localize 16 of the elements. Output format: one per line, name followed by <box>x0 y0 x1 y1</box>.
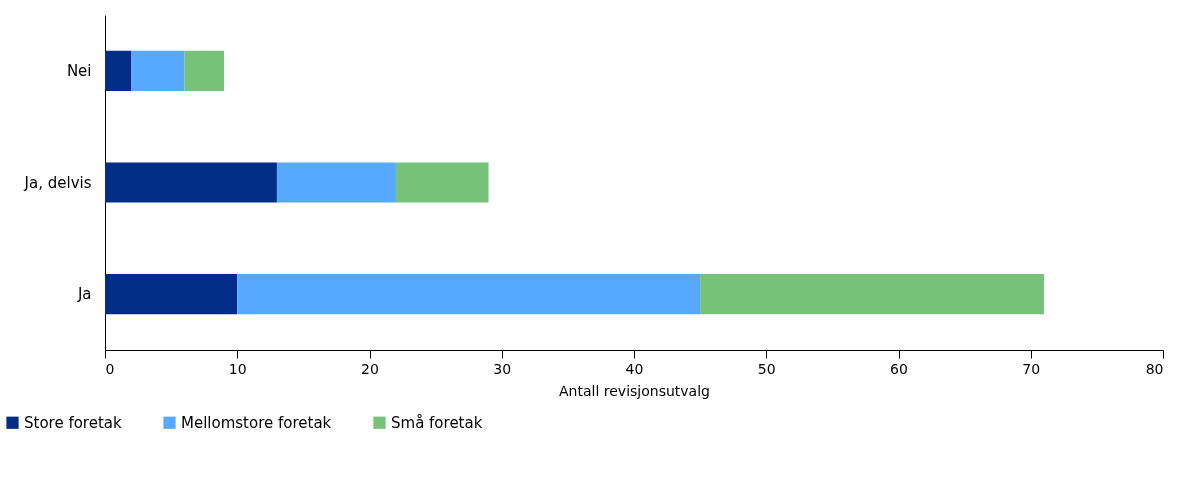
x-tick-label: 10 <box>228 360 247 377</box>
x-axis-title: Antall revisjonsutvalg <box>559 382 710 399</box>
legend-label: Små foretak <box>391 413 483 432</box>
y-tick-label: Ja <box>76 285 92 304</box>
legend-label: Mellomstore foretak <box>181 413 332 432</box>
legend-label: Store foretak <box>24 413 123 432</box>
x-tick-label: 0 <box>105 360 115 377</box>
x-tick-label: 20 <box>361 360 379 377</box>
y-tick-label: Nei <box>66 61 92 80</box>
x-tick-label: 40 <box>625 360 644 377</box>
x-tick-label: 60 <box>890 360 908 377</box>
x-tick-label: 80 <box>1145 360 1164 377</box>
x-tick-label: 70 <box>1022 360 1041 377</box>
y-tick-label: Ja, delvis <box>23 173 92 192</box>
x-tick-label: 30 <box>493 360 512 377</box>
x-tick-label: 50 <box>757 360 776 377</box>
